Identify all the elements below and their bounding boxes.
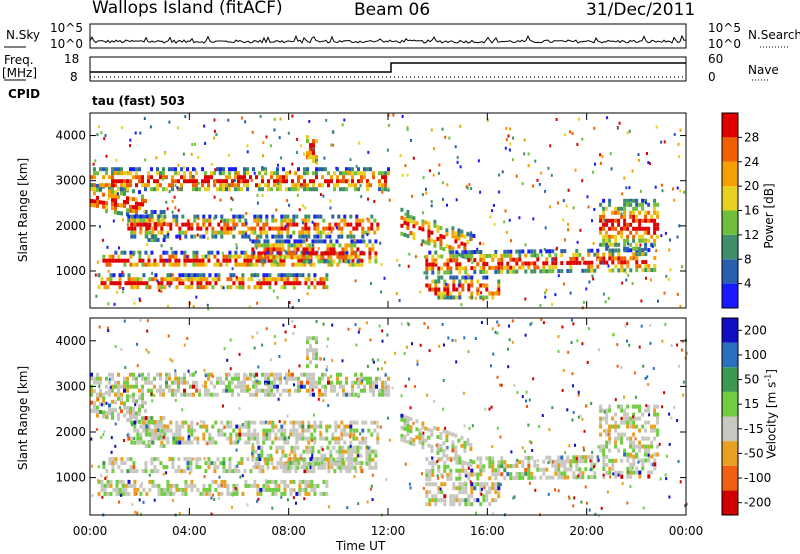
y-tick-label-0-1: 2000 bbox=[55, 219, 86, 233]
colorbar-tick-label-0-0: 4 bbox=[744, 277, 752, 291]
y-tick-label-0-3: 4000 bbox=[55, 129, 86, 143]
y-tick-label-1-2: 3000 bbox=[55, 379, 86, 393]
colorbar-tick-label-1-4: -15 bbox=[744, 422, 764, 436]
nave-label: Nave bbox=[748, 63, 779, 77]
velocity-scatter-cells bbox=[90, 318, 688, 518]
freq-unit: [MHz] bbox=[2, 66, 38, 80]
colorbar-seg-1-7 bbox=[722, 318, 738, 343]
x-tick-label-4: 16:00 bbox=[470, 524, 505, 538]
x-tick-label-3: 12:00 bbox=[371, 524, 406, 538]
colorbar-seg-0-7 bbox=[722, 113, 738, 138]
colorbar-seg-1-5 bbox=[722, 367, 738, 392]
beam-label: Beam 06 bbox=[354, 0, 431, 20]
date-label: 31/Dec/2011 bbox=[586, 0, 696, 20]
colorbar-seg-0-5 bbox=[722, 161, 738, 187]
colorbar-seg-1-0 bbox=[722, 490, 738, 515]
cpid-value: tau (fast) 503 bbox=[92, 94, 185, 108]
nsky-label: N.Sky bbox=[6, 28, 41, 42]
x-tick-label-6: 00:00 bbox=[669, 524, 704, 538]
y-tick-label-0-2: 3000 bbox=[55, 174, 86, 188]
x-tick-label-0: 00:00 bbox=[73, 524, 108, 538]
colorbar-seg-1-4 bbox=[722, 391, 738, 417]
freq-panel-frame bbox=[89, 56, 687, 82]
colorbar-tick-label-1-6: -100 bbox=[744, 471, 771, 485]
colorbar-tick-label-0-2: 12 bbox=[744, 228, 759, 242]
nsky-tick-bottom: 10^0 bbox=[50, 37, 83, 51]
colorbar-tick-label-1-5: -50 bbox=[744, 446, 764, 460]
colorbar-tick-label-1-3: 15 bbox=[744, 397, 759, 411]
heatmap-frame-1 bbox=[89, 317, 687, 516]
colorbar-seg-0-0 bbox=[722, 283, 738, 308]
colorbar-seg-1-1 bbox=[722, 465, 738, 491]
colorbar-tick-label-0-1: 8 bbox=[744, 252, 752, 266]
y-tick-label-1-1: 2000 bbox=[55, 425, 86, 439]
freq-trace bbox=[90, 62, 686, 73]
colorbar-seg-0-1 bbox=[722, 259, 738, 284]
colorbar-seg-0-3 bbox=[722, 210, 738, 235]
x-tick-label-2: 08:00 bbox=[271, 524, 306, 538]
freq-tick-top: 18 bbox=[64, 52, 80, 66]
x-axis-label: Time UT bbox=[336, 539, 386, 553]
freq-label: Freq. bbox=[4, 53, 34, 67]
colorbar-tick-label-1-7: -200 bbox=[744, 496, 771, 510]
nsky-trace bbox=[89, 34, 687, 44]
y-tick-label-1-0: 1000 bbox=[55, 471, 86, 485]
colorbar-seg-1-6 bbox=[722, 342, 738, 368]
colorbar-seg-0-4 bbox=[722, 186, 738, 211]
nsearch-label: N.Search bbox=[748, 28, 800, 42]
x-tick-label-5: 20:00 bbox=[569, 524, 604, 538]
nave-tick-top: 60 bbox=[708, 52, 724, 66]
power-scatter-cells bbox=[90, 113, 686, 311]
x-tick-label-1: 04:00 bbox=[172, 524, 207, 538]
colorbar-tick-label-0-5: 24 bbox=[744, 155, 759, 169]
colorbar-tick-label-1-0: 200 bbox=[744, 323, 767, 337]
station-title: Wallops Island (fitACF) bbox=[92, 0, 283, 18]
y-tick-label-0-0: 1000 bbox=[55, 264, 86, 278]
nsky-panel-frame bbox=[89, 23, 687, 49]
colorbar-seg-1-3 bbox=[722, 416, 738, 442]
colorbar-tick-label-1-1: 100 bbox=[744, 348, 767, 362]
colorbar-seg-1-2 bbox=[722, 441, 738, 466]
colorbar-tick-label-0-4: 20 bbox=[744, 179, 759, 193]
colorbar-frame-1 bbox=[721, 317, 739, 516]
nsearch-tick-top: 10^5 bbox=[708, 21, 741, 35]
freq-tick-bottom: 8 bbox=[70, 70, 78, 84]
colorbar-tick-label-1-2: 50 bbox=[744, 373, 759, 387]
cpid-label: CPID bbox=[8, 87, 41, 101]
nave-tick-bottom: 0 bbox=[708, 70, 716, 84]
colorbar-seg-0-6 bbox=[722, 137, 738, 162]
y-tick-label-1-3: 4000 bbox=[55, 334, 86, 348]
nsearch-tick-bottom: 10^0 bbox=[708, 37, 741, 51]
nsky-tick-top: 10^5 bbox=[50, 21, 83, 35]
colorbar-tick-label-0-3: 16 bbox=[744, 204, 759, 218]
colorbar-seg-0-2 bbox=[722, 234, 738, 260]
colorbar-tick-label-0-6: 28 bbox=[744, 130, 759, 144]
